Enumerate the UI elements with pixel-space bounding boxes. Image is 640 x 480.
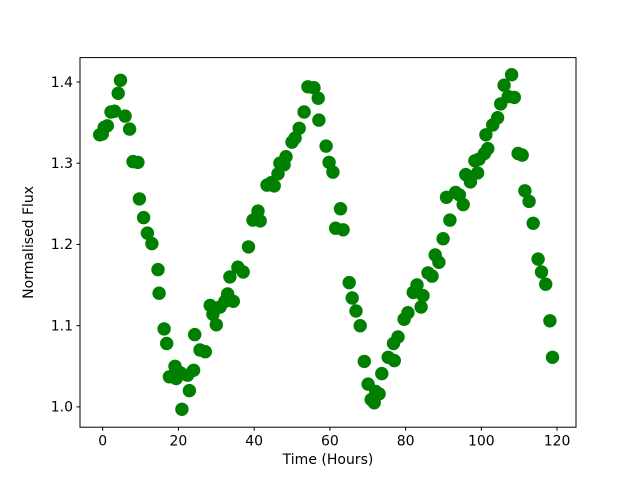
data-point — [160, 336, 174, 351]
x-tick-label: 40 — [245, 434, 263, 450]
data-point — [292, 121, 306, 135]
y-tick-label: 1.2 — [51, 237, 73, 253]
data-point — [522, 194, 536, 209]
data-point — [479, 128, 493, 142]
data-point — [425, 269, 439, 283]
data-point — [432, 255, 446, 269]
data-point — [136, 210, 151, 225]
data-point — [122, 122, 137, 136]
data-point — [145, 236, 159, 251]
data-point — [267, 179, 281, 193]
data-point — [223, 270, 237, 284]
data-point — [253, 214, 267, 228]
data-point — [132, 192, 147, 206]
data-point — [236, 265, 250, 279]
data-point — [531, 252, 545, 266]
data-point — [182, 383, 197, 398]
x-tick-label: 100 — [468, 434, 495, 450]
data-point — [345, 291, 359, 305]
data-point — [152, 286, 166, 300]
data-point — [410, 278, 424, 292]
data-point — [118, 109, 132, 123]
data-point — [307, 81, 321, 95]
data-point — [151, 262, 165, 277]
data-point — [526, 216, 540, 230]
data-point — [311, 91, 325, 105]
data-point — [436, 232, 450, 246]
data-point — [372, 387, 386, 401]
data-point — [443, 213, 457, 227]
data-point — [131, 155, 145, 170]
x-tick-label: 80 — [397, 434, 415, 450]
data-point — [504, 68, 519, 82]
y-tick-label: 1.0 — [51, 400, 73, 416]
data-point — [353, 319, 367, 333]
data-point — [507, 90, 521, 105]
x-axis-tick-labels: 0 20 40 60 80 100 120 — [98, 434, 570, 450]
data-point — [140, 226, 155, 240]
x-tick-label: 0 — [98, 434, 107, 450]
data-point — [414, 300, 428, 314]
data-point — [534, 265, 549, 279]
data-point — [188, 327, 202, 342]
data-point — [241, 240, 256, 254]
data-point — [209, 318, 223, 332]
data-point — [387, 353, 401, 368]
data-point — [481, 141, 495, 156]
data-point — [175, 402, 189, 416]
data-point — [401, 306, 415, 320]
data-point — [391, 330, 405, 344]
data-point — [107, 104, 122, 118]
data-point — [470, 166, 485, 180]
data-point — [518, 184, 532, 198]
data-point — [157, 322, 171, 336]
data-point — [539, 277, 553, 291]
x-tick-label: 120 — [544, 434, 571, 450]
data-point — [342, 275, 356, 290]
data-point — [326, 165, 340, 179]
y-tick-label: 1.1 — [51, 318, 73, 334]
scatter-points — [93, 68, 560, 416]
data-point — [456, 197, 470, 212]
data-point — [198, 345, 212, 359]
data-point — [336, 223, 350, 237]
x-axis-ticks — [102, 427, 558, 431]
data-point — [186, 363, 201, 377]
data-point — [100, 119, 115, 133]
data-point — [515, 148, 529, 162]
data-point — [463, 175, 478, 189]
data-point — [111, 86, 125, 101]
data-point — [297, 105, 311, 119]
data-point — [375, 366, 389, 381]
data-point — [349, 304, 363, 318]
y-axis-ticks — [76, 81, 80, 408]
data-point — [497, 78, 511, 92]
y-axis-label: Normalised Flux — [21, 186, 37, 299]
x-tick-label: 20 — [170, 434, 188, 450]
plot-area-border — [79, 57, 577, 428]
data-point — [357, 354, 371, 369]
data-point — [319, 139, 333, 153]
data-point — [416, 288, 430, 303]
x-axis-label: Time (Hours) — [282, 452, 374, 468]
data-point — [226, 294, 240, 308]
y-axis-tick-labels: 1.0 1.1 1.2 1.3 1.4 — [51, 75, 73, 416]
data-point — [545, 350, 560, 364]
data-point — [113, 73, 128, 88]
data-point — [543, 314, 557, 328]
data-point — [312, 113, 326, 127]
data-point — [333, 202, 348, 216]
data-point — [490, 111, 505, 125]
x-tick-label: 60 — [321, 434, 339, 450]
y-tick-label: 1.4 — [51, 75, 73, 91]
y-tick-label: 1.3 — [51, 156, 73, 172]
data-point — [279, 150, 293, 164]
